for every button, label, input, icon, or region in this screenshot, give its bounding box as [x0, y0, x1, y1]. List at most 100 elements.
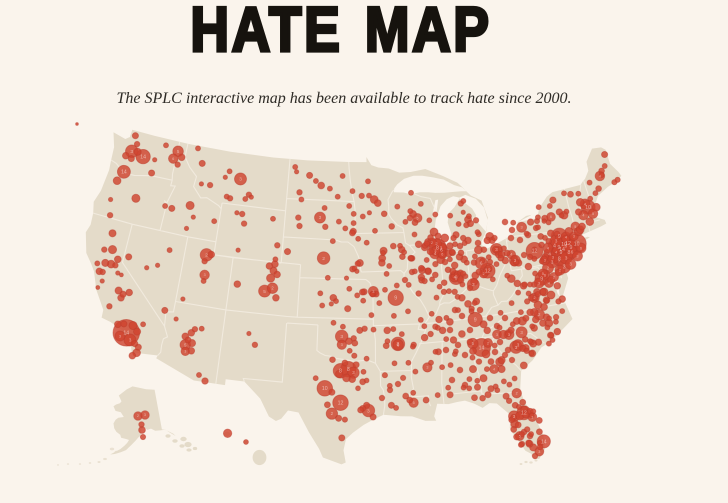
svg-text:3: 3 — [340, 334, 343, 340]
svg-text:12: 12 — [521, 411, 527, 417]
svg-text:5: 5 — [519, 434, 521, 438]
svg-text:6: 6 — [440, 247, 443, 252]
svg-text:2: 2 — [435, 241, 437, 246]
svg-text:9: 9 — [455, 276, 458, 282]
svg-text:3: 3 — [513, 414, 516, 419]
svg-text:10: 10 — [574, 242, 580, 248]
svg-text:10: 10 — [561, 242, 567, 248]
svg-text:14: 14 — [121, 170, 127, 176]
svg-text:2: 2 — [538, 312, 541, 317]
svg-text:5: 5 — [592, 212, 594, 216]
svg-text:3: 3 — [517, 343, 520, 348]
svg-text:3: 3 — [569, 262, 572, 267]
svg-text:6: 6 — [544, 272, 546, 277]
svg-text:4: 4 — [547, 245, 550, 250]
svg-text:4: 4 — [565, 234, 568, 239]
svg-text:4: 4 — [553, 244, 556, 250]
svg-text:6: 6 — [441, 252, 443, 256]
svg-text:3: 3 — [565, 256, 568, 261]
svg-text:3: 3 — [520, 330, 523, 335]
svg-text:5: 5 — [417, 216, 419, 220]
svg-text:2: 2 — [553, 275, 555, 279]
svg-text:3: 3 — [372, 289, 374, 294]
svg-text:8: 8 — [347, 367, 350, 373]
svg-text:3: 3 — [352, 370, 355, 375]
svg-text:3: 3 — [508, 332, 510, 337]
svg-text:5: 5 — [542, 272, 544, 276]
svg-text:5: 5 — [184, 342, 187, 347]
svg-text:9: 9 — [570, 245, 573, 251]
svg-text:2: 2 — [559, 267, 561, 272]
svg-text:12: 12 — [338, 401, 344, 407]
svg-text:3: 3 — [515, 345, 518, 351]
svg-text:3: 3 — [496, 333, 498, 337]
svg-text:4: 4 — [584, 201, 587, 206]
svg-text:3: 3 — [144, 413, 146, 417]
svg-text:4: 4 — [555, 250, 557, 254]
svg-text:3: 3 — [555, 239, 558, 244]
svg-text:5: 5 — [177, 149, 180, 154]
svg-text:3: 3 — [426, 366, 428, 370]
svg-text:3: 3 — [544, 259, 546, 263]
svg-text:9: 9 — [540, 277, 543, 283]
svg-text:8: 8 — [436, 246, 439, 252]
svg-text:14: 14 — [479, 345, 485, 351]
svg-text:8: 8 — [558, 257, 561, 263]
svg-text:2: 2 — [516, 392, 518, 396]
svg-text:2: 2 — [137, 414, 139, 418]
svg-text:8: 8 — [396, 342, 399, 348]
svg-text:6: 6 — [565, 244, 568, 249]
svg-text:10: 10 — [585, 205, 591, 211]
svg-text:3: 3 — [495, 247, 498, 252]
svg-text:3: 3 — [119, 333, 121, 338]
svg-text:2: 2 — [487, 341, 489, 345]
svg-text:9: 9 — [394, 296, 397, 302]
svg-text:5: 5 — [263, 289, 266, 294]
svg-text:4: 4 — [454, 276, 456, 280]
svg-text:6: 6 — [172, 157, 174, 161]
svg-text:9: 9 — [474, 317, 477, 323]
svg-text:2: 2 — [483, 272, 485, 276]
svg-text:4: 4 — [599, 174, 601, 178]
svg-text:3: 3 — [552, 254, 554, 259]
svg-text:3: 3 — [440, 246, 443, 251]
svg-text:8: 8 — [339, 369, 342, 375]
svg-text:2: 2 — [271, 286, 274, 291]
svg-text:8: 8 — [567, 250, 570, 256]
svg-text:3: 3 — [521, 225, 523, 230]
svg-text:3: 3 — [130, 149, 133, 155]
svg-text:14: 14 — [541, 439, 547, 445]
svg-text:3: 3 — [573, 234, 575, 238]
svg-text:3: 3 — [319, 215, 322, 220]
svg-text:6: 6 — [580, 245, 582, 250]
svg-text:3: 3 — [367, 408, 370, 414]
svg-text:9: 9 — [558, 234, 561, 240]
svg-text:2: 2 — [331, 411, 334, 416]
svg-text:5: 5 — [413, 401, 415, 405]
svg-text:4: 4 — [493, 367, 495, 371]
svg-text:14: 14 — [140, 155, 146, 161]
svg-text:3: 3 — [563, 265, 566, 271]
svg-text:3: 3 — [538, 280, 540, 285]
svg-text:14: 14 — [559, 247, 565, 253]
svg-text:4: 4 — [582, 214, 584, 218]
svg-text:14: 14 — [123, 331, 129, 337]
svg-text:2: 2 — [322, 256, 325, 262]
svg-text:3: 3 — [576, 253, 578, 258]
svg-text:3: 3 — [472, 282, 475, 287]
svg-text:2: 2 — [431, 241, 433, 245]
svg-text:5: 5 — [472, 341, 475, 346]
svg-text:12: 12 — [532, 249, 538, 255]
svg-text:4: 4 — [510, 253, 512, 257]
svg-text:4: 4 — [548, 251, 551, 256]
svg-text:9: 9 — [560, 250, 563, 256]
svg-text:2: 2 — [205, 253, 208, 259]
svg-text:6: 6 — [550, 215, 552, 219]
svg-text:9: 9 — [558, 245, 561, 251]
svg-text:2: 2 — [533, 296, 535, 300]
svg-text:3: 3 — [434, 249, 436, 253]
svg-text:3: 3 — [184, 350, 186, 354]
svg-text:3: 3 — [204, 273, 206, 277]
svg-text:6: 6 — [480, 261, 483, 266]
svg-text:5: 5 — [574, 225, 576, 229]
